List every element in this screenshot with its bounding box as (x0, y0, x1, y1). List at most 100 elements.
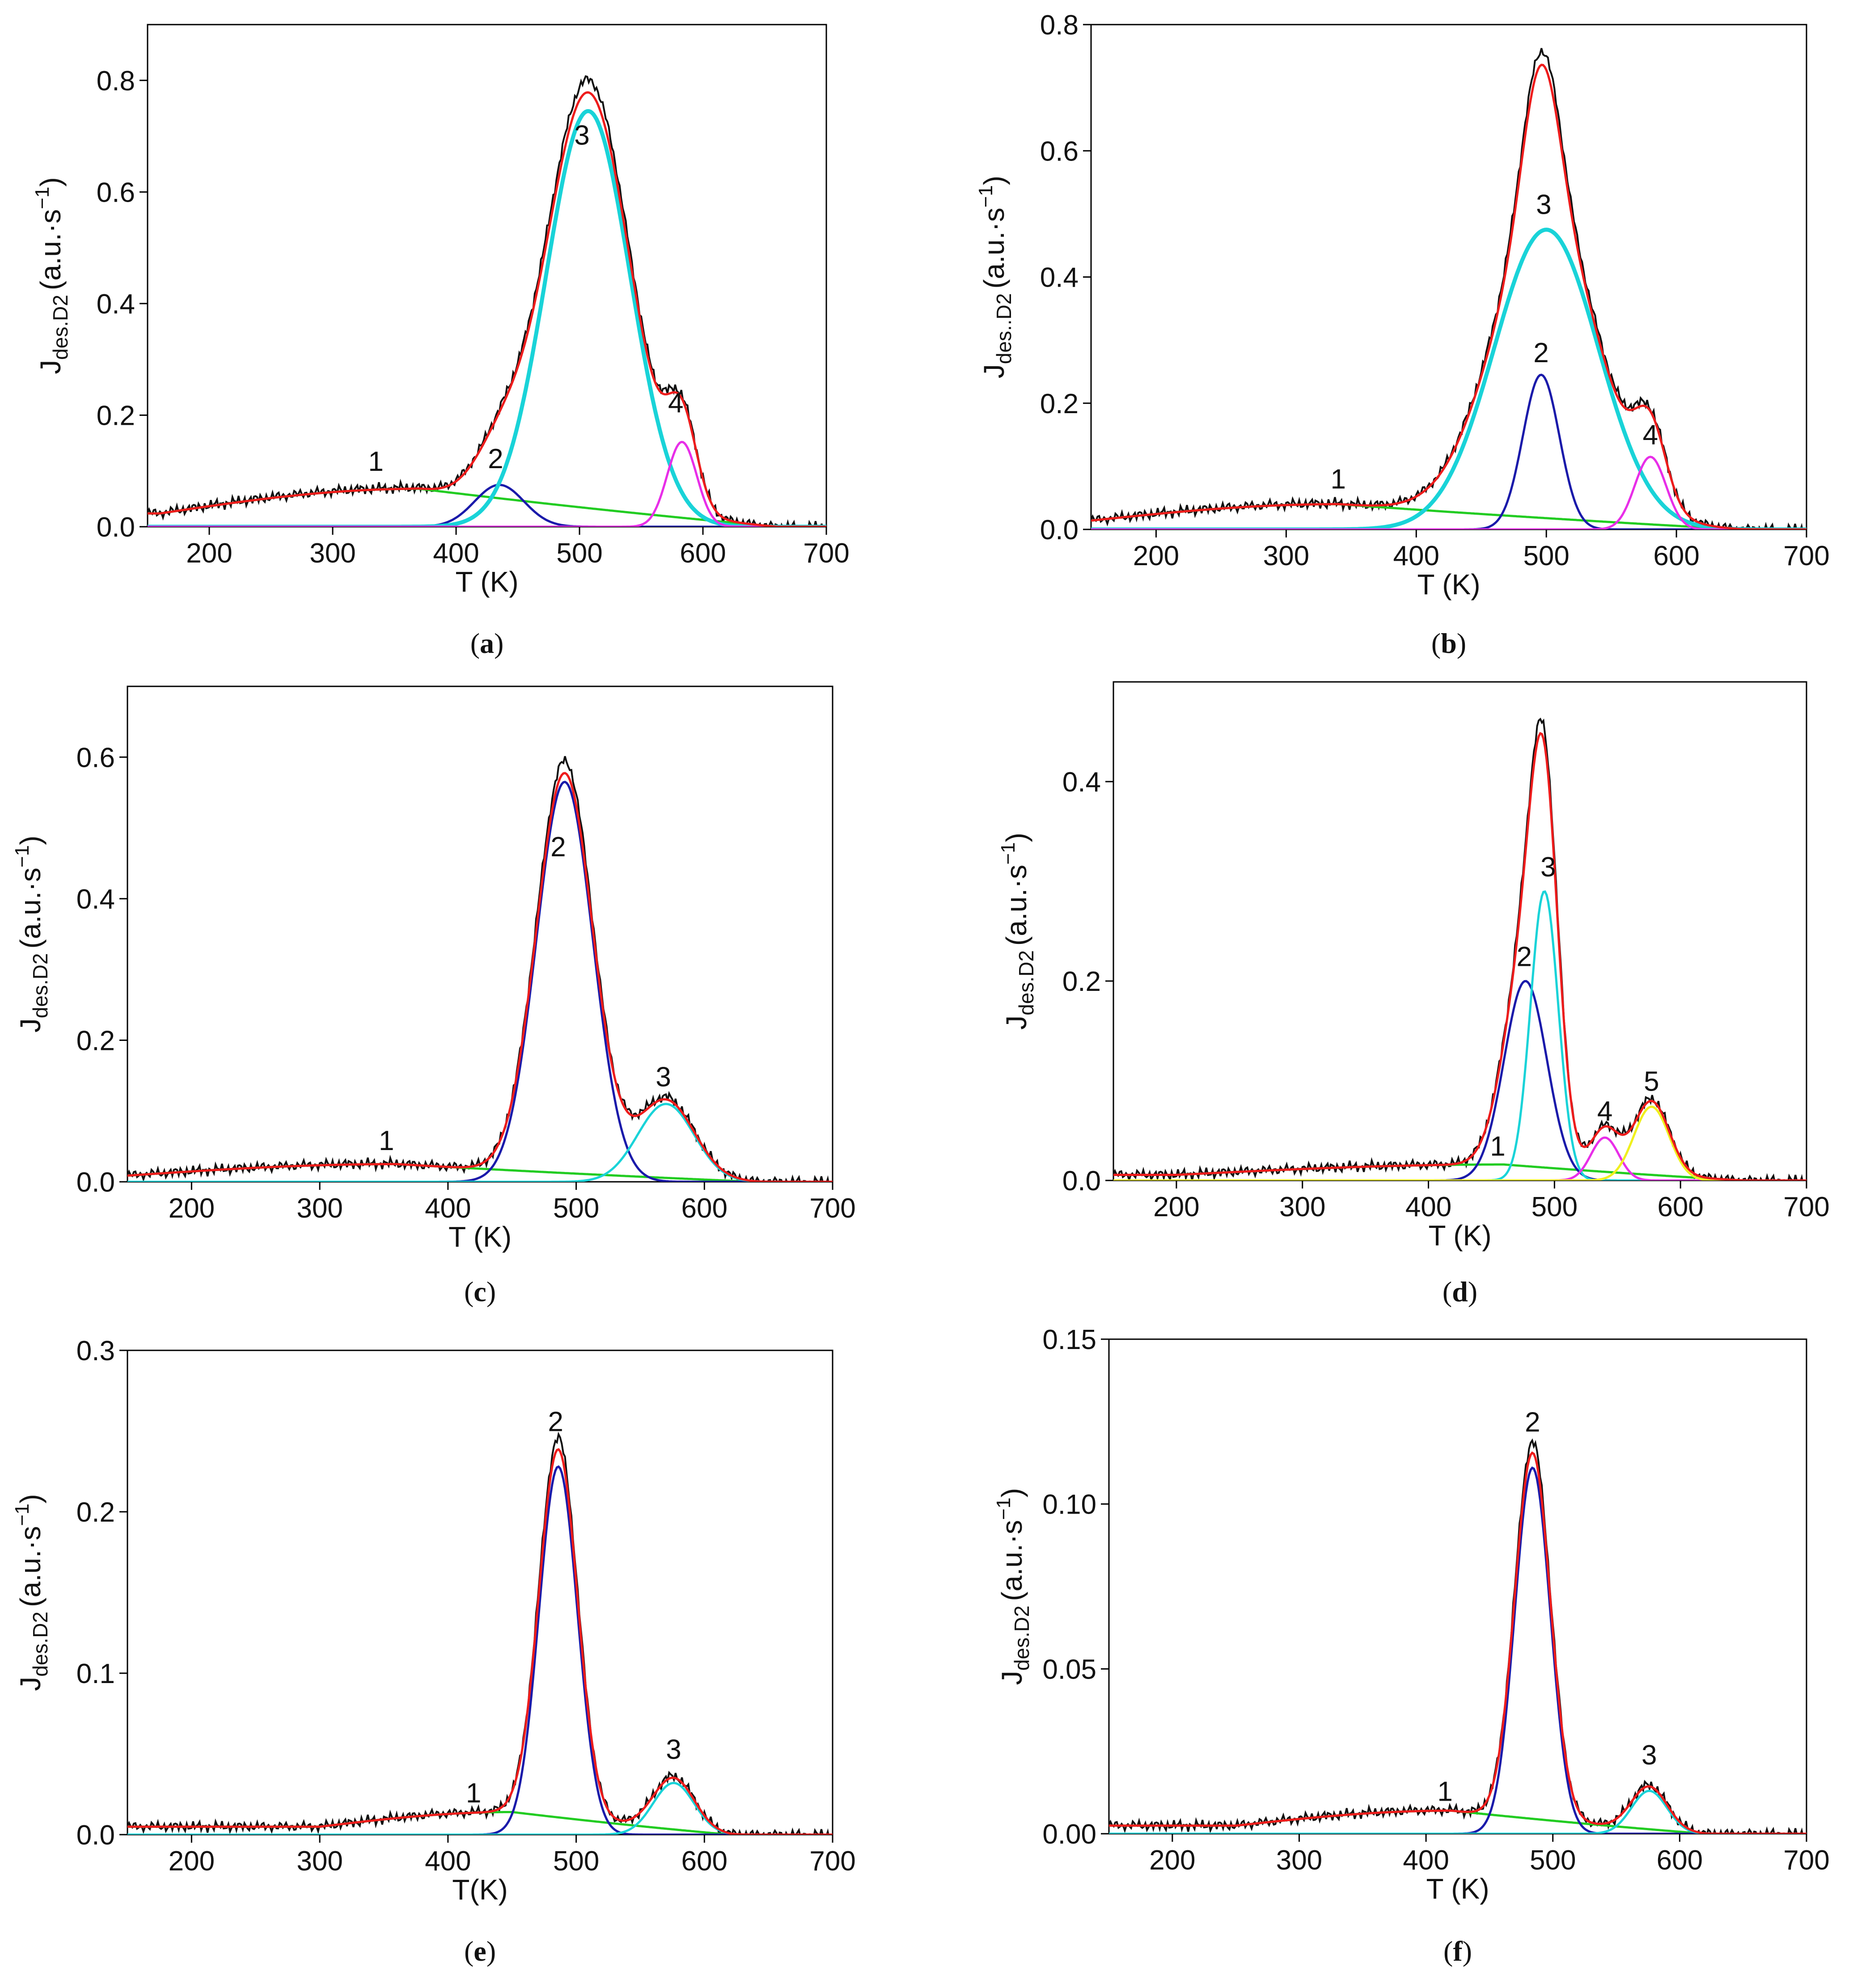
y-label-unit: (a.u.·s (14, 867, 47, 948)
curves-group (127, 1431, 833, 1835)
x-tick-label: 500 (556, 538, 602, 569)
x-tick-label: 300 (1276, 1845, 1322, 1876)
y-tick-label: 0.6 (97, 177, 135, 208)
curves-group (1109, 1438, 1806, 1834)
y-tick-label: 0.1 (76, 1658, 115, 1689)
y-label-unit-close: ) (14, 836, 47, 845)
y-label-superscript: −1 (975, 185, 997, 207)
x-tick-label: 300 (296, 1193, 343, 1224)
y-tick-label: 0.2 (1062, 966, 1101, 997)
y-tick-label: 0.0 (76, 1167, 115, 1198)
caption-open: ( (1431, 627, 1441, 659)
y-tick-label: 0.8 (97, 66, 135, 97)
x-tick-label: 400 (1403, 1845, 1449, 1876)
x-tick-label: 400 (433, 538, 479, 569)
y-tick-label: 0.4 (97, 289, 135, 320)
y-label-subscript: des.D2 (29, 1612, 52, 1677)
y-tick-label: 0.2 (1040, 389, 1079, 419)
y-axis-label: Jdes.D2 (a.u.·s−1) (993, 1488, 1033, 1685)
caption-close: ) (1468, 1276, 1477, 1307)
y-label-superscript: −1 (997, 842, 1019, 865)
y-label-superscript: −1 (11, 845, 33, 867)
chart-panel-a: 200 300 400 500 600 700 0.0 0.2 0.4 0.6 0.8 T (K) Jd… (31, 24, 850, 659)
caption-letter: c (474, 1276, 486, 1307)
x-axis-label: T (K) (1428, 1219, 1491, 1252)
peak-label: 2 (1516, 942, 1531, 973)
y-label-subscript: des.D2 (49, 295, 72, 360)
series-peak-2 (1109, 1466, 1806, 1834)
peak-label: 4 (1643, 419, 1658, 450)
x-axis-label: T (K) (1426, 1873, 1489, 1905)
x-tick-label: 700 (803, 538, 849, 569)
x-tick-label: 300 (296, 1846, 343, 1877)
peak-label: 1 (1490, 1131, 1505, 1162)
caption-close: ) (494, 627, 503, 659)
y-tick-label: 0.15 (1042, 1324, 1096, 1355)
series-background-1 (148, 487, 826, 527)
chart-panel-e: 200 300 400 500 600 700 0.0 0.1 0.2 0.3 T(K) Jdes.D… (11, 1336, 856, 1967)
x-axis-label: T (K) (1417, 568, 1480, 601)
caption-open: ( (1443, 1276, 1452, 1307)
y-tick-label: 0.2 (76, 1025, 115, 1056)
series-peak-3 (1091, 228, 1806, 529)
series-peak-2 (148, 483, 826, 527)
x-tick-label: 700 (809, 1846, 855, 1877)
panel-caption: (b) (1431, 627, 1466, 659)
y-tick-label: 0.00 (1042, 1819, 1096, 1850)
plot-frame (1113, 681, 1807, 1181)
series-peak-3 (127, 1103, 833, 1182)
y-label-main: J (996, 1671, 1028, 1685)
x-tick-label: 400 (1393, 541, 1439, 571)
plot-frame (127, 1349, 833, 1836)
x-tick-label: 600 (1653, 541, 1699, 571)
y-label-unit: (a.u.·s (1000, 865, 1032, 946)
curves-group (1091, 48, 1806, 529)
y-label-main: J (1000, 1015, 1032, 1030)
x-tick-label: 500 (1531, 1192, 1578, 1222)
y-tick-label: 0.4 (1040, 262, 1079, 293)
plot-frame (1108, 1338, 1807, 1835)
x-tick-label: 700 (1783, 541, 1829, 571)
x-axis-label: T (K) (455, 566, 518, 598)
fit-sum-curve (127, 1448, 833, 1835)
y-tick-label: 0.4 (1062, 767, 1101, 798)
x-tick-label: 200 (1133, 541, 1179, 571)
y-tick-label: 0.10 (1042, 1489, 1096, 1520)
x-tick-label: 600 (1657, 1192, 1703, 1222)
panel-caption: (f) (1443, 1935, 1472, 1967)
panel-caption: (e) (464, 1935, 496, 1967)
panel-caption: (c) (464, 1276, 496, 1307)
caption-close: ) (487, 1935, 496, 1967)
x-tick-label: 300 (1263, 541, 1309, 571)
fit-sum-curve (1091, 63, 1806, 529)
peak-label: 1 (379, 1125, 394, 1156)
peak-label: 1 (368, 446, 383, 477)
peak-label: 4 (668, 388, 683, 419)
y-tick-label: 0.0 (76, 1820, 115, 1851)
caption-letter: e (474, 1935, 486, 1967)
chart-panel-d: 200 300 400 500 600 700 0.0 0.2 0.4 T (K) Jdes.D2 (… (997, 681, 1830, 1307)
x-tick-label: 600 (680, 538, 726, 569)
y-axis-label: Jdes.D2 (a.u.·s−1) (997, 833, 1038, 1030)
peak-label: 3 (574, 120, 589, 151)
peak-label: 2 (1533, 338, 1548, 368)
y-label-main: J (14, 1677, 47, 1691)
y-label-main: J (34, 360, 67, 374)
y-label-subscript: des.D2 (1010, 1606, 1033, 1671)
fit-sum-curve (127, 772, 833, 1182)
peak-label: 5 (1644, 1066, 1659, 1097)
y-label-unit-close: ) (978, 176, 1010, 185)
y-label-subscript: des.D2 (1015, 950, 1038, 1015)
panel-caption: (d) (1443, 1276, 1477, 1307)
y-label-unit: (a.u.·s (34, 209, 67, 290)
y-axis-label: Jdes..D2 (a.u.·s−1) (975, 176, 1015, 378)
y-label-unit: (a.u.·s (14, 1526, 47, 1607)
peak-label: 3 (1641, 1740, 1657, 1771)
peak-label: 3 (1536, 189, 1551, 220)
y-tick-label: 0.0 (1062, 1166, 1101, 1197)
x-tick-label: 400 (425, 1193, 471, 1224)
panel-caption: (a) (470, 627, 504, 659)
x-tick-label: 200 (169, 1193, 215, 1224)
y-axis-label: Jdes.D2 (a.u.·s−1) (31, 177, 72, 374)
